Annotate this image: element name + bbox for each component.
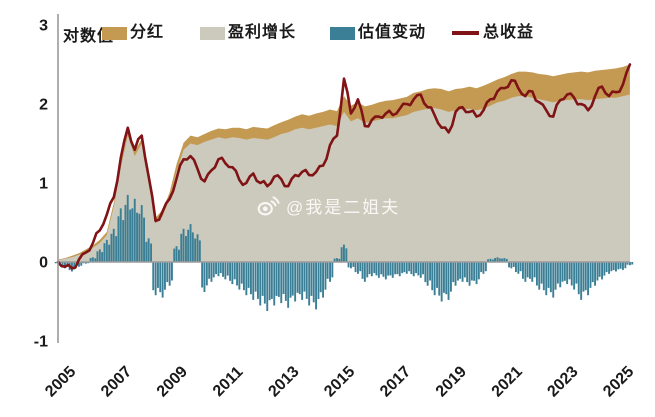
svg-text:2015: 2015 — [321, 363, 358, 400]
valuation-swatch-icon — [330, 26, 355, 40]
legend-label: 总收益 — [483, 24, 535, 41]
svg-text:2: 2 — [39, 97, 48, 114]
legend-label: 盈利增长 — [228, 24, 297, 41]
svg-text:0: 0 — [39, 255, 48, 272]
watermark-text: @我是二姐夫 — [286, 198, 401, 217]
svg-text:2005: 2005 — [42, 363, 79, 400]
svg-text:-1: -1 — [34, 334, 48, 351]
weibo-icon — [257, 195, 280, 215]
svg-text:2025: 2025 — [600, 363, 637, 400]
svg-text:1: 1 — [39, 176, 48, 193]
legend-item-dividend: 分红 — [102, 25, 164, 41]
svg-text:2017: 2017 — [377, 363, 414, 400]
earnings-swatch-icon — [200, 26, 225, 40]
svg-text:2009: 2009 — [154, 363, 191, 400]
y-axis-title: 对数值 — [63, 28, 115, 45]
svg-text:3: 3 — [39, 18, 48, 35]
legend-item-earnings: 盈利增长 — [200, 25, 296, 41]
legend-item-valuation: 估值变动 — [330, 25, 426, 41]
dividend-swatch-icon — [102, 26, 127, 40]
svg-text:2011: 2011 — [210, 363, 247, 400]
total-return-line-swatch-icon — [452, 31, 479, 35]
watermark: @我是二姐夫 — [256, 193, 400, 218]
legend-label: 估值变动 — [358, 24, 427, 41]
legend-item-total-return: 总收益 — [452, 25, 534, 41]
svg-text:2013: 2013 — [265, 363, 302, 400]
svg-text:2021: 2021 — [489, 363, 526, 400]
svg-text:2023: 2023 — [544, 363, 581, 400]
svg-text:2007: 2007 — [98, 363, 135, 400]
legend-label: 分红 — [130, 24, 165, 41]
svg-text:2019: 2019 — [433, 363, 470, 400]
